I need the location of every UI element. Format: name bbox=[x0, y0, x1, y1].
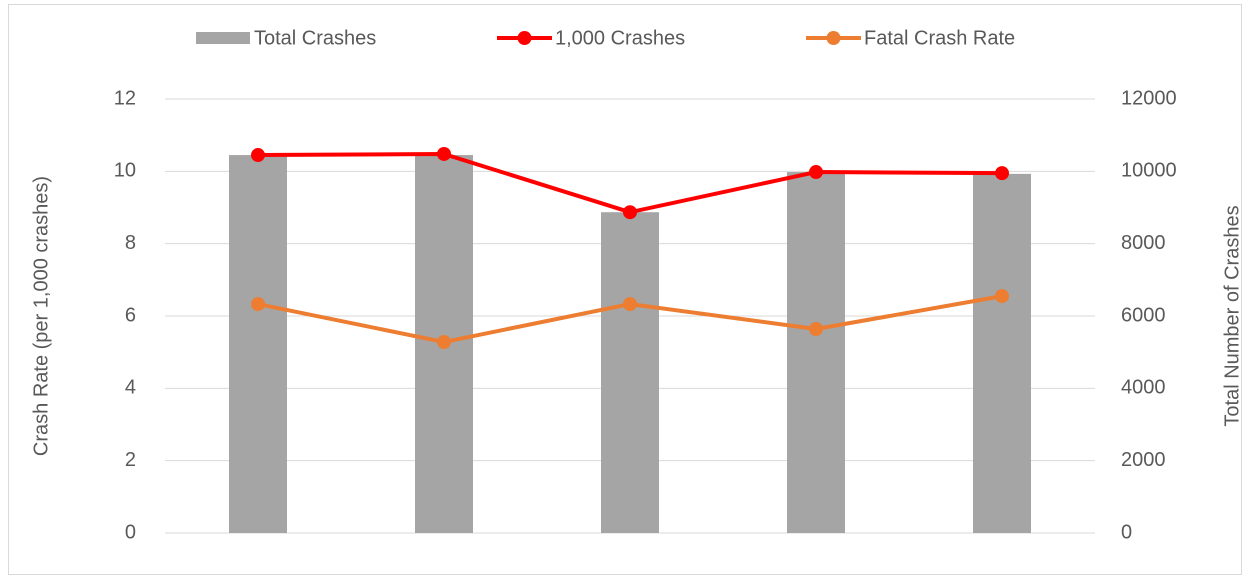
legend-label: 1,000 Crashes bbox=[555, 27, 685, 49]
y-tick-label: 10 bbox=[114, 160, 136, 182]
y-tick-label: 4 bbox=[125, 377, 136, 399]
y2-tick-label: 12000 bbox=[1121, 87, 1177, 109]
y-tick-label: 6 bbox=[125, 304, 136, 326]
line-point bbox=[437, 335, 451, 350]
line-point bbox=[995, 289, 1009, 304]
y-tick-label: 0 bbox=[125, 521, 136, 543]
y2-tick-label: 2000 bbox=[1121, 449, 1166, 471]
bar bbox=[973, 173, 1031, 534]
y2-tick-label: 4000 bbox=[1121, 377, 1166, 399]
y2-tick-label: 6000 bbox=[1121, 304, 1166, 326]
line-point bbox=[437, 146, 451, 161]
legend-swatch-point bbox=[826, 31, 841, 45]
y2-tick-label: 0 bbox=[1121, 521, 1132, 543]
y-axis-title: Crash Rate (per 1,000 crashes) bbox=[30, 176, 52, 456]
line-point bbox=[251, 297, 265, 312]
legend-label: Fatal Crash Rate bbox=[864, 27, 1015, 49]
y-tick-label: 2 bbox=[125, 449, 136, 471]
legend-swatch bbox=[196, 32, 250, 44]
line-point bbox=[809, 165, 823, 180]
y2-axis-title: Total Number of Crashes bbox=[1221, 205, 1243, 426]
line-point bbox=[623, 205, 637, 220]
line-point bbox=[995, 166, 1009, 181]
line-point bbox=[623, 297, 637, 312]
bar bbox=[601, 212, 659, 533]
y2-tick-label: 10000 bbox=[1121, 160, 1177, 182]
line-point bbox=[251, 148, 265, 163]
bar bbox=[229, 155, 287, 533]
legend-label: Total Crashes bbox=[254, 27, 376, 49]
bar bbox=[787, 172, 845, 533]
legend-swatch-point bbox=[517, 31, 532, 45]
line-point bbox=[809, 322, 823, 337]
y2-tick-label: 8000 bbox=[1121, 232, 1166, 254]
y-tick-label: 12 bbox=[114, 87, 136, 109]
y-tick-label: 8 bbox=[125, 232, 136, 254]
